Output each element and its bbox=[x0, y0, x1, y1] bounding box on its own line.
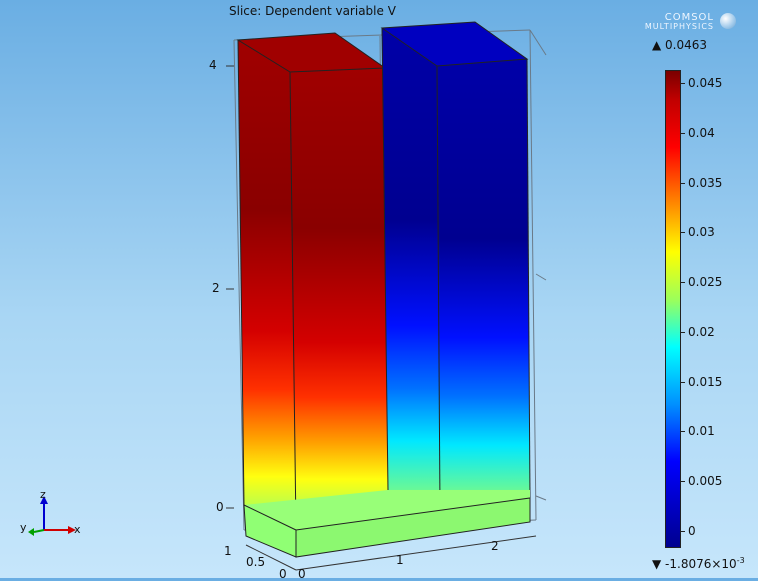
y-tick-label: 0.5 bbox=[246, 555, 266, 569]
triad-y-label: y bbox=[20, 521, 27, 534]
colorbar-tick-label: 0 bbox=[688, 524, 696, 538]
max-value-label: ▲ 0.0463 bbox=[652, 38, 708, 52]
z-tick-label: 2 bbox=[212, 281, 220, 295]
base-slab-side bbox=[243, 504, 297, 558]
colorbar bbox=[665, 70, 681, 548]
cold-block-front bbox=[437, 59, 530, 508]
triad-x-label: x bbox=[74, 523, 81, 536]
x-tick-label: 2 bbox=[491, 539, 499, 553]
z-tick-label: 4 bbox=[209, 58, 217, 72]
colorbar-tick bbox=[681, 481, 685, 482]
axis-ticks bbox=[226, 65, 537, 571]
comsol-logo: COMSOL MULTIPHYSICS bbox=[620, 12, 740, 34]
y-tick-label: 0 bbox=[279, 567, 287, 581]
z-tick-label: 0 bbox=[216, 500, 224, 514]
colorbar-tick-label: 0.01 bbox=[688, 424, 715, 438]
axis-triad: z y x bbox=[20, 488, 90, 548]
triad-z-label: z bbox=[40, 488, 46, 501]
logo-text: COMSOL bbox=[664, 12, 714, 23]
x-tick-label: 0 bbox=[298, 567, 306, 581]
colorbar-tick-label: 0.035 bbox=[688, 176, 723, 190]
colorbar-tick bbox=[681, 431, 685, 432]
colorbar-tick bbox=[681, 133, 685, 134]
hot-block-front bbox=[290, 68, 392, 525]
plot-title: Slice: Dependent variable V bbox=[229, 4, 396, 18]
colorbar-tick-label: 0.025 bbox=[688, 275, 723, 289]
base-slab-top bbox=[244, 490, 530, 530]
min-value-exponent: -3 bbox=[736, 556, 745, 565]
colorbar-tick bbox=[681, 332, 685, 333]
colorbar-tick-label: 0.04 bbox=[688, 126, 715, 140]
colorbar-tick-label: 0.02 bbox=[688, 325, 715, 339]
colorbar-tick bbox=[681, 232, 685, 233]
colorbar-tick-label: 0.03 bbox=[688, 225, 715, 239]
colorbar-tick-label: 0.005 bbox=[688, 474, 723, 488]
cold-block-side bbox=[382, 28, 440, 508]
logo-subtext: MULTIPHYSICS bbox=[644, 22, 714, 31]
colorbar-tick bbox=[681, 282, 685, 283]
colorbar-tick bbox=[681, 183, 685, 184]
y-tick-label: 1 bbox=[224, 544, 232, 558]
min-value-text: ▼ -1.8076×10 bbox=[652, 557, 737, 571]
colorbar-tick-label: 0.015 bbox=[688, 375, 723, 389]
colorbar-tick bbox=[681, 382, 685, 383]
colorbar-tick bbox=[681, 531, 685, 532]
hot-block-side bbox=[238, 40, 296, 525]
colorbar-tick-label: 0.045 bbox=[688, 76, 723, 90]
colorbar-tick bbox=[681, 83, 685, 84]
globe-icon bbox=[720, 13, 736, 29]
min-value-label: ▼ -1.8076×10-3 bbox=[652, 556, 745, 571]
x-tick-label: 1 bbox=[396, 553, 404, 567]
